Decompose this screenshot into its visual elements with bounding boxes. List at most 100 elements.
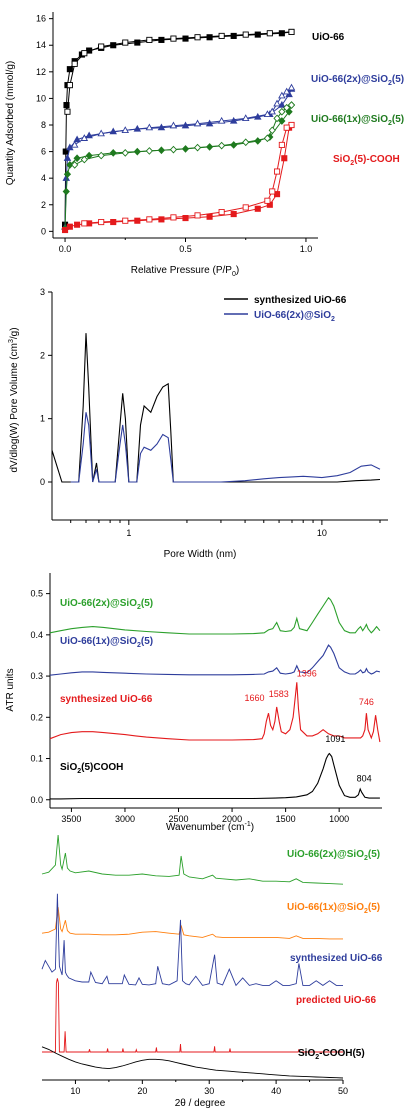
point-sio2-5-cooh-desorption: [170, 214, 177, 221]
pore-size-x-tick-label: 1: [126, 528, 131, 538]
isotherm-x-tick-label: 0.0: [59, 244, 72, 254]
point-uio-66-2x-sio2-5-desorption: [169, 121, 178, 129]
point-sio2-5-cooh-desorption: [269, 188, 276, 195]
point-uio-66-1x-sio2-5-desorption: [80, 155, 88, 164]
label-uio66-1x-sio2-xrd: UiO-66(1x)@SiO2(5): [287, 902, 380, 915]
pore-size-x-axis-title: Pore Width (nm): [164, 549, 237, 560]
point-uio-66-desorption: [146, 36, 153, 43]
point-uio-66-desorption: [194, 34, 201, 41]
point-uio-66-1x-sio2-5-desorption: [268, 126, 276, 135]
point-uio-66-desorption: [288, 28, 295, 35]
point-uio-66-2x-sio2-5-desorption: [121, 126, 130, 133]
legend-label-uio66-2x-sio2: UiO-66(2x)@SiO2: [254, 310, 335, 323]
label-uio66-1x-sio2-isotherm: UiO-66(1x)@SiO2(5): [311, 114, 404, 127]
xrd-x-tick-label: 10: [70, 1086, 80, 1096]
pore-size-x-tick-label: 10: [317, 528, 327, 538]
label-sio2-cooh-xrd: SiO2-COOH(5): [298, 1048, 365, 1061]
point-uio-66-adsorption: [230, 32, 237, 39]
xrd-x-tick-label: 50: [338, 1086, 348, 1096]
point-uio-66-2x-sio2-5-adsorption: [229, 116, 238, 124]
atr-y-tick-label: 0.2: [30, 712, 43, 722]
series-uio-66-1x-sio2-5-line: [49, 644, 381, 676]
point-uio-66-1x-sio2-5-adsorption: [157, 146, 166, 155]
point-sio2-5-cooh-adsorption: [134, 217, 141, 224]
point-sio2-5-cooh-adsorption: [74, 221, 81, 228]
isotherm-y-tick-label: 16: [36, 14, 46, 24]
series-uio-66-1x-sio2-5-line: [41, 907, 343, 940]
point-sio2-5-cooh-adsorption: [206, 213, 213, 220]
series-predicted-uio-66-line: [42, 978, 343, 1053]
point-uio-66-1x-sio2-5-adsorption: [109, 149, 117, 157]
isotherm-y-tick-label: 2: [41, 200, 46, 210]
point-uio-66-2x-sio2-5-adsorption: [205, 119, 214, 127]
pore-size-y-axis-title: dV/dlog(W) Pore Volume (cm3/g): [8, 327, 20, 472]
point-uio-66-desorption: [218, 32, 225, 39]
point-sio2-5-cooh-desorption: [122, 217, 129, 224]
isotherm-y-tick-label: 0: [41, 226, 46, 236]
pore-size-panel: 1 10 0 1 2 3 dV/dlog(W) Pore Volume (cm3/g) P…: [8, 287, 388, 560]
point-uio-66-2x-sio2-5-adsorption: [157, 123, 166, 131]
point-sio2-5-cooh-desorption: [81, 220, 88, 227]
point-uio-66-1x-sio2-5-desorption: [169, 145, 178, 154]
atr-plot-area: 1396 1583 1660 746 1091 804: [49, 596, 381, 800]
point-uio-66-2x-sio2-5-desorption: [97, 129, 105, 137]
point-uio-66-2x-sio2-5-adsorption: [73, 135, 81, 143]
point-uio-66-2x-sio2-5-desorption: [193, 119, 202, 127]
atr-y-tick-label: 0.3: [30, 671, 43, 681]
point-sio2-5-cooh-desorption: [146, 216, 153, 223]
xrd-x-tick-label: 30: [204, 1086, 214, 1096]
point-uio-66-1x-sio2-5-desorption: [242, 138, 250, 147]
point-uio-66-2x-sio2-5-adsorption: [133, 124, 142, 132]
point-sio2-5-cooh-desorption: [242, 204, 249, 211]
point-uio-66-1x-sio2-5-adsorption: [230, 141, 238, 149]
peak-label-804: 804: [357, 773, 372, 783]
point-uio-66-desorption: [170, 35, 177, 42]
point-uio-66-adsorption: [278, 30, 285, 37]
xrd-x-axis-title: 2θ / degree: [175, 1098, 226, 1109]
label-uio66-1x-sio2-atr: UiO-66(1x)@SiO2(5): [60, 636, 153, 649]
point-uio-66-adsorption: [110, 42, 117, 49]
point-uio-66-1x-sio2-5-desorption: [287, 101, 296, 109]
atr-x-tick-label: 3000: [115, 814, 135, 824]
point-uio-66-desorption: [66, 82, 73, 89]
series-uio-66-2x-sio2-line: [70, 412, 381, 483]
legend-label-synthesized-uio66: synthesized UiO-66: [254, 295, 347, 306]
atr-x-tick-label: 2500: [169, 814, 189, 824]
atr-y-tick-label: 0.1: [30, 754, 43, 764]
point-sio2-5-cooh-desorption: [264, 197, 271, 204]
point-uio-66-2x-sio2-5-desorption: [80, 134, 89, 141]
atr-y-axis-title: ATR units: [5, 668, 16, 711]
point-uio-66-adsorption: [182, 35, 189, 42]
point-uio-66-desorption: [64, 108, 71, 115]
point-uio-66-2x-sio2-5-adsorption: [63, 154, 72, 161]
point-uio-66-adsorption: [206, 34, 213, 41]
point-uio-66-adsorption: [134, 39, 141, 46]
label-uio66-2x-sio2-atr: UiO-66(2x)@SiO2(5): [60, 598, 153, 611]
point-uio-66-2x-sio2-5-desorption: [282, 87, 291, 95]
atr-panel: 3500 3000 2500 2000 1500 1000 0.0 0.1 0.2 0.3 0.4 0…: [5, 573, 382, 833]
isotherm-y-tick-label: 10: [36, 93, 46, 103]
label-uio66-2x-sio2-xrd: UiO-66(2x)@SiO2(5): [287, 849, 380, 862]
pore-size-y-tick-label: 0: [40, 477, 45, 487]
label-synthesized-uio66-atr: synthesized UiO-66: [60, 694, 153, 705]
pore-size-y-tick-label: 2: [40, 350, 45, 360]
isotherm-x-axis-title: Relative Pressure (P/P0): [131, 265, 239, 278]
point-uio-66-1x-sio2-5-adsorption: [205, 143, 214, 151]
point-uio-66-1x-sio2-5-adsorption: [73, 154, 81, 163]
point-uio-66-1x-sio2-5-adsorption: [63, 170, 72, 179]
point-sio2-5-cooh-desorption: [278, 141, 285, 148]
point-sio2-5-cooh-adsorption: [182, 215, 189, 222]
isotherm-x-tick-label: 0.5: [179, 244, 192, 254]
isotherm-plot-area: [61, 28, 296, 234]
point-uio-66-2x-sio2-5-desorption: [287, 83, 296, 91]
point-uio-66-adsorption: [254, 31, 261, 38]
point-uio-66-desorption: [266, 30, 273, 37]
isotherm-y-tick-label: 4: [41, 173, 46, 183]
atr-x-tick-label: 2000: [222, 814, 242, 824]
point-uio-66-2x-sio2-5-desorption: [70, 140, 79, 148]
point-uio-66-adsorption: [62, 148, 69, 155]
isotherm-panel: 0.0 0.5 1.0 0 2 4 6 8 10 12 14 16 Quantity Adsorbed…: [5, 12, 404, 278]
peak-label-1583: 1583: [269, 689, 289, 699]
point-uio-66-1x-sio2-5-desorption: [283, 103, 291, 112]
